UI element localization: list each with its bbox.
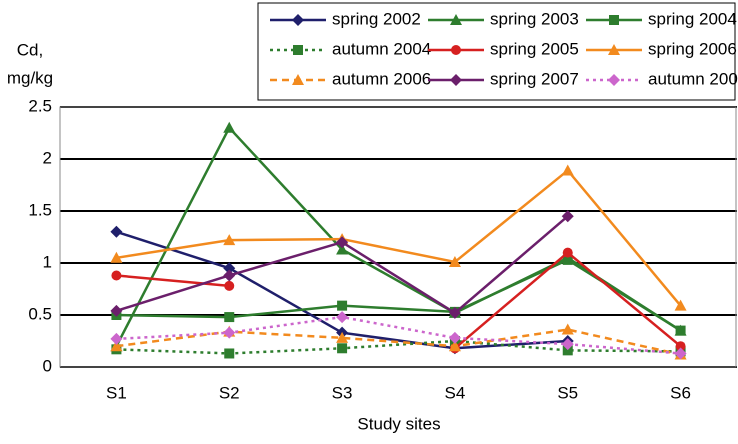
- y-tick-label: 2.5: [28, 96, 52, 115]
- series-line: [116, 168, 682, 307]
- marker: [111, 270, 122, 281]
- y-tick-label: 1: [43, 252, 52, 271]
- series-line: [115, 125, 682, 347]
- y-axis-label: mg/kg: [7, 68, 53, 87]
- legend-marker: [293, 45, 303, 55]
- marker: [675, 325, 686, 336]
- x-tick-label: S1: [106, 383, 127, 402]
- legend-marker: [608, 74, 620, 86]
- marker: [675, 341, 686, 352]
- marker: [674, 299, 687, 311]
- legend-label: spring 2004: [648, 9, 737, 28]
- marker: [110, 332, 123, 345]
- series-line: [116, 274, 230, 288]
- legend-label: autumn 2004: [332, 39, 431, 58]
- marker: [448, 255, 461, 267]
- marker: [223, 269, 236, 282]
- x-tick-label: S3: [332, 383, 353, 402]
- marker: [110, 225, 123, 238]
- marker: [110, 251, 123, 263]
- series-line: [116, 215, 569, 315]
- marker: [224, 348, 235, 359]
- x-tick-label: S4: [445, 383, 466, 402]
- plot-frame: [59, 106, 737, 368]
- marker: [336, 243, 349, 255]
- y-tick-label: 0.5: [28, 304, 52, 323]
- legend-label: autumn 2007: [648, 69, 738, 88]
- marker: [448, 331, 461, 344]
- marker: [336, 236, 349, 249]
- marker: [224, 312, 235, 323]
- marker: [562, 345, 573, 356]
- marker: [223, 121, 236, 133]
- y-tick-label: 2: [43, 148, 52, 167]
- x-tick-label: S5: [557, 383, 578, 402]
- marker: [337, 300, 348, 311]
- series-line: [116, 328, 681, 356]
- marker: [224, 280, 235, 291]
- marker: [561, 323, 574, 335]
- marker: [337, 343, 348, 354]
- marker: [561, 164, 574, 176]
- marker: [674, 347, 687, 360]
- legend-label: autumn 2006: [332, 69, 431, 88]
- legend-marker: [608, 44, 620, 55]
- y-tick-label: 1.5: [28, 200, 52, 219]
- legend-marker: [292, 14, 304, 26]
- legend-marker: [609, 15, 619, 25]
- marker: [110, 340, 123, 352]
- marker: [223, 234, 236, 246]
- legend-marker: [450, 74, 462, 86]
- legend-label: spring 2006: [648, 39, 737, 58]
- marker: [223, 326, 236, 339]
- x-tick-label: S2: [219, 383, 240, 402]
- legend-box: [257, 2, 736, 101]
- legend-label: spring 2003: [490, 9, 579, 28]
- legend-label: spring 2005: [490, 39, 579, 58]
- legend-label: spring 2007: [490, 69, 579, 88]
- series-line: [116, 258, 682, 332]
- marker: [336, 311, 349, 324]
- x-axis-label: Study sites: [357, 414, 440, 433]
- marker: [561, 338, 574, 351]
- legend-marker: [450, 14, 462, 25]
- marker: [448, 306, 461, 319]
- marker: [562, 254, 573, 265]
- marker: [223, 262, 236, 275]
- x-tick-label: S6: [670, 383, 691, 402]
- y-tick-label: 0: [43, 356, 52, 375]
- series-line: [116, 339, 681, 355]
- legend-label: spring 2002: [332, 9, 421, 28]
- legend-marker: [451, 45, 461, 55]
- marker: [561, 210, 574, 223]
- legend-marker: [292, 74, 304, 85]
- marker: [336, 331, 349, 343]
- y-axis-label: Cd,: [17, 40, 43, 59]
- marker: [110, 304, 123, 317]
- marker: [562, 247, 573, 258]
- marker: [448, 340, 461, 352]
